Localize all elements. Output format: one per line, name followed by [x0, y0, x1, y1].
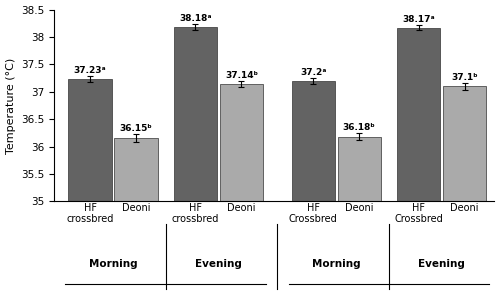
- Text: 36.15ᵇ: 36.15ᵇ: [120, 124, 152, 133]
- Bar: [68, 79, 112, 201]
- Bar: [292, 81, 335, 201]
- Text: Evening: Evening: [195, 259, 242, 269]
- Text: 37.23ᵃ: 37.23ᵃ: [74, 66, 106, 75]
- Bar: [114, 138, 158, 201]
- Text: 37.1ᵇ: 37.1ᵇ: [452, 73, 478, 82]
- Text: 38.18ᵃ: 38.18ᵃ: [179, 14, 212, 23]
- Bar: [397, 28, 440, 201]
- Text: 37.2ᵃ: 37.2ᵃ: [300, 68, 326, 77]
- Bar: [338, 137, 381, 201]
- Text: 36.18ᵇ: 36.18ᵇ: [343, 123, 376, 132]
- Text: 38.17ᵃ: 38.17ᵃ: [402, 15, 435, 24]
- Bar: [220, 84, 263, 201]
- Text: Evening: Evening: [418, 259, 465, 269]
- Text: 37.14ᵇ: 37.14ᵇ: [225, 71, 258, 80]
- Bar: [443, 86, 486, 201]
- Text: Morning: Morning: [88, 259, 138, 269]
- Text: Morning: Morning: [312, 259, 360, 269]
- Bar: [174, 27, 217, 201]
- Y-axis label: Temperature (°C): Temperature (°C): [6, 57, 16, 154]
